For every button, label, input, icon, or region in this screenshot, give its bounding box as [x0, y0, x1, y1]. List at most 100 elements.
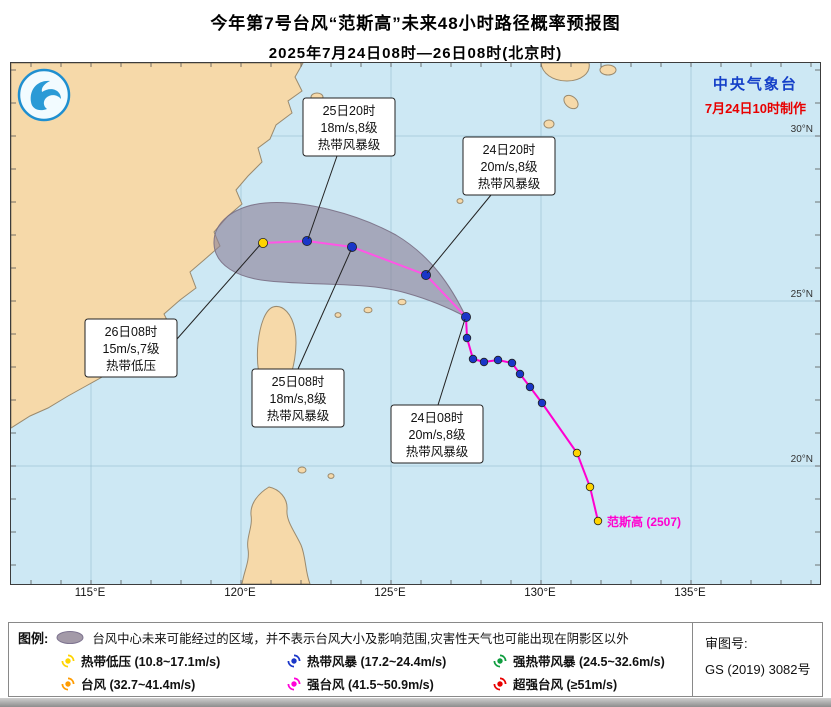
- legend-row: 热带低压 (10.8~17.1m/s) 热带风暴 (17.2~24.4m/s) 强热…: [61, 649, 690, 672]
- island: [456, 198, 464, 204]
- forecast-callout-text: 18m/s,8级: [321, 121, 378, 135]
- forecast-callout-text: 24日08时: [411, 411, 464, 425]
- callout-leader-line: [297, 249, 352, 370]
- forecast-callout-text: 26日08时: [105, 325, 158, 339]
- lon-label: 120°E: [224, 587, 256, 599]
- forecast-track-point: [420, 269, 431, 280]
- legend-row: 台风 (32.7~41.4m/s) 强台风 (41.5~50.9m/s) 超强台风 …: [61, 672, 690, 695]
- forecast-callout-text: 24日20时: [483, 143, 536, 157]
- callout-leader-line: [176, 244, 261, 340]
- past-track-point: [507, 358, 517, 368]
- forecast-callout-text: 15m/s,7级: [103, 342, 160, 356]
- agency-block: 中央气象台 7月24日10时制作: [705, 73, 806, 117]
- typhoon-icon: [61, 677, 75, 690]
- past-track-point: [572, 448, 582, 458]
- title-block: 今年第7号台风“范斯高”未来48小时路径概率预报图 2025年7月24日08时—…: [0, 9, 831, 63]
- legend-item: 强热带风暴 (24.5~32.6m/s): [493, 651, 665, 670]
- legend-item: 超强台风 (≥51m/s): [493, 674, 617, 693]
- island: [297, 466, 307, 474]
- cone-legend-icon: [56, 631, 84, 644]
- cma-logo-icon: [17, 68, 71, 122]
- forecast-callout-box: [251, 368, 345, 428]
- land-kyushu-islands: [540, 63, 590, 82]
- typhoon-map: 30°N 25°N 20°N 范斯高 (2507) 25日20时 18m/s,8级 热带风暴…: [10, 62, 821, 585]
- past-track-point: [462, 333, 472, 343]
- probability-cone: [213, 202, 468, 319]
- past-track-point: [593, 516, 603, 526]
- legend-item-label: 强台风 (41.5~50.9m/s): [307, 678, 434, 692]
- legend-item: 台风 (32.7~41.4m/s): [61, 674, 287, 693]
- issue-time: 7月24日10时制作: [704, 101, 806, 116]
- forecast-callout-text: 热带风暴级: [318, 138, 381, 152]
- typhoon-icon: [287, 677, 301, 690]
- island: [327, 473, 335, 479]
- lon-label: 130°E: [524, 587, 556, 599]
- typhoon-icon: [61, 654, 75, 667]
- legend-item: 热带风暴 (17.2~24.4m/s): [287, 651, 493, 670]
- map-approval-number: GS (2019) 3082号: [705, 662, 811, 677]
- forecast-track-point: [257, 237, 268, 248]
- legend-item-label: 热带低压 (10.8~17.1m/s): [81, 655, 221, 669]
- forecast-callout-text: 热带风暴级: [478, 177, 541, 191]
- island: [543, 119, 555, 129]
- typhoon-icon: [287, 654, 301, 667]
- map-approval-block: 审图号: GS (2019) 3082号: [692, 623, 822, 696]
- past-track-point: [537, 398, 547, 408]
- past-track-line: [465, 316, 599, 522]
- forecast-callout-text: 25日20时: [323, 104, 376, 118]
- legend-head: 图例: 台风中心未来可能经过的区域，并不表示台风大小及影响范围,灾害性天气也可能…: [9, 623, 822, 647]
- lon-label: 125°E: [374, 587, 406, 599]
- island: [599, 64, 617, 76]
- lat-label: 20°N: [791, 454, 813, 465]
- legend-item: 热带低压 (10.8~17.1m/s): [61, 651, 287, 670]
- storm-name-label: 范斯高 (2507): [607, 514, 681, 529]
- map-approval-label: 审图号:: [705, 636, 748, 651]
- past-track-point: [515, 369, 525, 379]
- cone-legend-text: 台风中心未来可能经过的区域，并不表示台风大小及影响范围,灾害性天气也可能出现在阴…: [92, 631, 629, 646]
- forecast-callout-box: [462, 136, 556, 196]
- agency-name: 中央气象台: [712, 76, 798, 93]
- legend-panel: 图例: 台风中心未来可能经过的区域，并不表示台风大小及影响范围,灾害性天气也可能…: [8, 622, 823, 697]
- legend-item-label: 热带风暴 (17.2~24.4m/s): [307, 655, 447, 669]
- forecast-track-point: [460, 311, 471, 322]
- forecast-callout-box: [390, 404, 484, 464]
- legend-item-label: 强热带风暴 (24.5~32.6m/s): [513, 655, 665, 669]
- island-amami: [563, 94, 579, 110]
- forecast-callout-text: 热带风暴级: [267, 409, 330, 423]
- land-luzon: [241, 486, 311, 584]
- forecast-callout-text: 热带低压: [106, 359, 156, 373]
- forecast-callout-box: [84, 318, 178, 378]
- island: [334, 312, 342, 318]
- legend-item: 强台风 (41.5~50.9m/s): [287, 674, 493, 693]
- map-title: 今年第7号台风“范斯高”未来48小时路径概率预报图: [210, 14, 621, 33]
- legend-item-label: 超强台风 (≥51m/s): [513, 678, 618, 692]
- past-track-point: [525, 382, 535, 392]
- bottom-shadow-bar: [0, 698, 831, 707]
- forecast-callout-text: 热带风暴级: [406, 445, 469, 459]
- forecast-callout-text: 25日08时: [272, 375, 325, 389]
- typhoon-icon: [493, 654, 507, 667]
- forecast-callout-text: 18m/s,8级: [270, 392, 327, 406]
- callout-leader-line: [437, 318, 466, 406]
- island: [397, 298, 407, 306]
- longitude-axis: 115°E 120°E 125°E 130°E 135°E: [10, 587, 821, 605]
- lat-label: 30°N: [791, 124, 813, 135]
- lat-label: 25°N: [791, 289, 813, 300]
- forecast-track-point: [301, 235, 312, 246]
- typhoon-icon: [493, 677, 507, 690]
- past-track-point: [493, 355, 503, 365]
- forecast-track-point: [346, 241, 357, 252]
- past-track-point: [468, 354, 478, 364]
- map-subtitle: 2025年7月24日08时—26日08时(北京时): [268, 45, 563, 62]
- past-track-point: [479, 357, 489, 367]
- forecast-callout-text: 20m/s,8级: [481, 160, 538, 174]
- forecast-callout-text: 20m/s,8级: [409, 428, 466, 442]
- legend-title: 图例:: [18, 631, 49, 646]
- island: [363, 306, 373, 314]
- legend-rows: 热带低压 (10.8~17.1m/s) 热带风暴 (17.2~24.4m/s) 强热…: [61, 649, 822, 695]
- legend-item-label: 台风 (32.7~41.4m/s): [81, 678, 196, 692]
- past-track-point: [585, 482, 595, 492]
